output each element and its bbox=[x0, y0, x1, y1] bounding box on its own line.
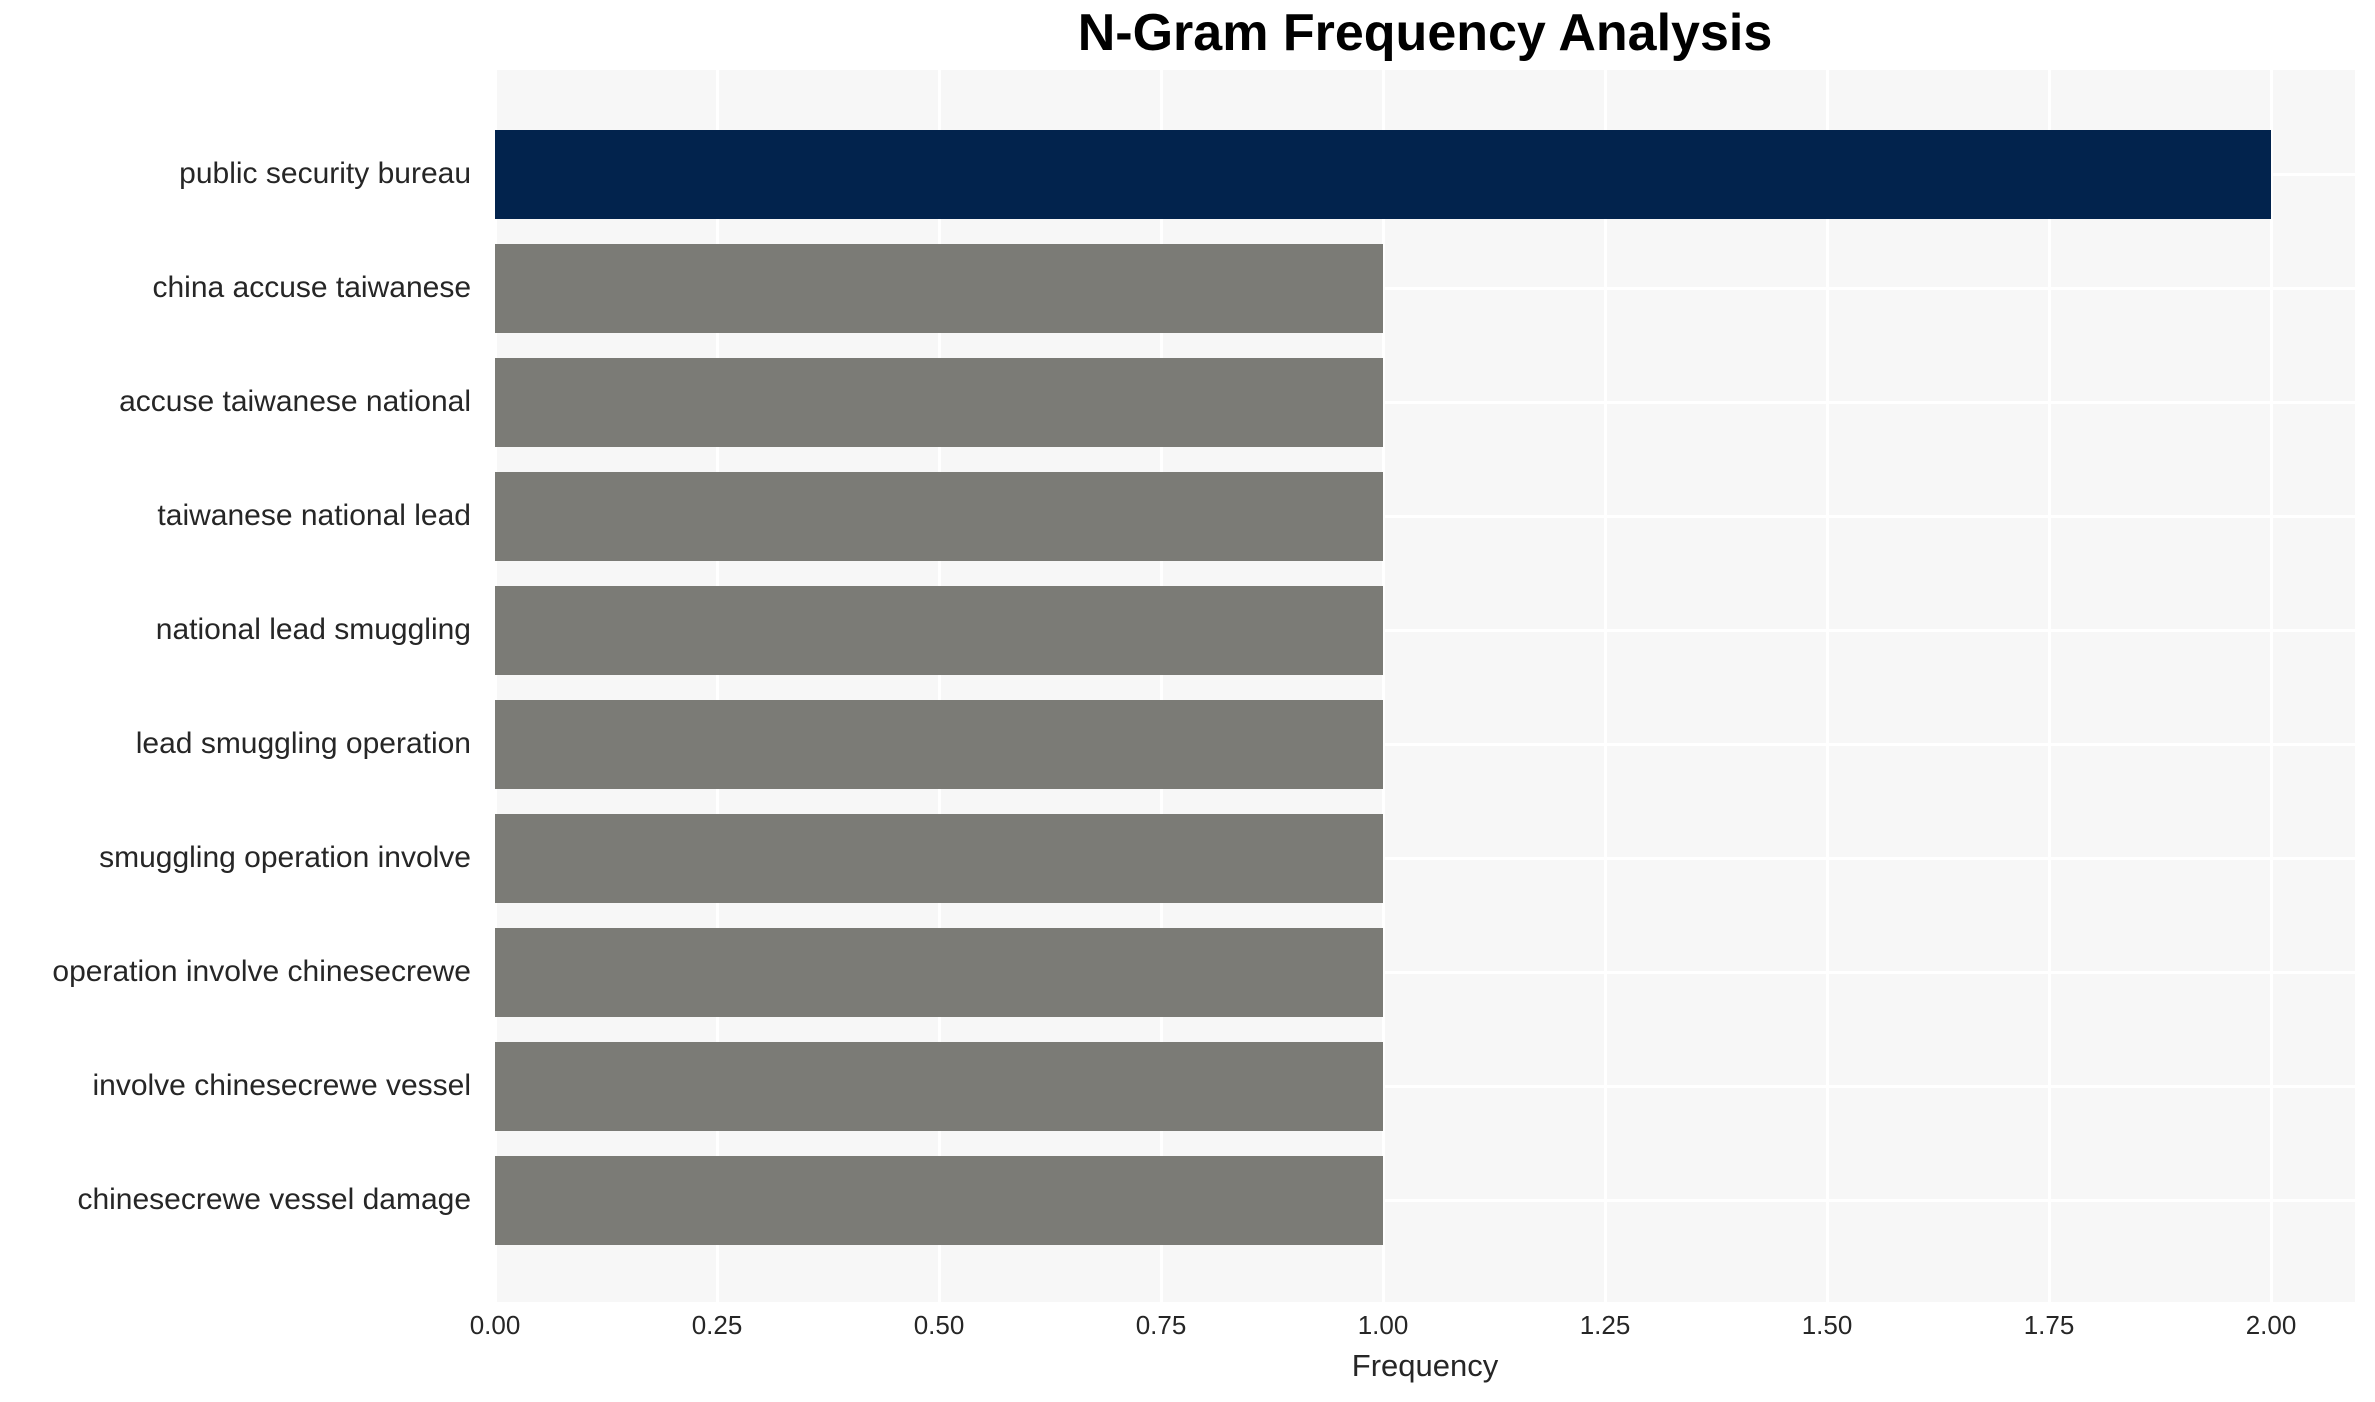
y-axis-labels: public security bureau china accuse taiwa… bbox=[0, 70, 483, 1302]
y-tick-label: chinesecrewe vessel damage bbox=[77, 1183, 471, 1216]
chart-title: N-Gram Frequency Analysis bbox=[1077, 4, 1773, 62]
y-tick-label: accuse taiwanese national bbox=[119, 385, 471, 418]
x-tick-label: 1.75 bbox=[2023, 1310, 2075, 1340]
bar-operation-involve-chinesecrewe bbox=[495, 927, 1383, 1017]
gridline-vertical bbox=[2269, 70, 2273, 1302]
bar-public-security-bureau bbox=[495, 129, 2271, 219]
bar-china-accuse-taiwanese bbox=[495, 243, 1383, 333]
y-tick-label: national lead smuggling bbox=[155, 613, 471, 646]
y-tick-label: involve chinesecrewe vessel bbox=[92, 1069, 471, 1102]
gridline-vertical bbox=[937, 70, 941, 1302]
y-tick-label: smuggling operation involve bbox=[99, 841, 471, 874]
gridline-horizontal bbox=[495, 1198, 2355, 1202]
plot-panel bbox=[495, 70, 2355, 1302]
bar-taiwanese-national-lead bbox=[495, 471, 1383, 561]
gridline-vertical bbox=[1825, 70, 1829, 1302]
gridline-horizontal bbox=[495, 856, 2355, 860]
gridline-vertical bbox=[1381, 70, 1385, 1302]
bar-smuggling-operation-involve bbox=[495, 813, 1383, 903]
bar-national-lead-smuggling bbox=[495, 585, 1383, 675]
bar-lead-smuggling-operation bbox=[495, 699, 1383, 789]
gridline-vertical bbox=[495, 70, 497, 1302]
gridline-horizontal bbox=[495, 628, 2355, 632]
y-tick-label: lead smuggling operation bbox=[135, 727, 471, 760]
x-axis-tick-labels: 0.00 0.25 0.50 0.75 1.00 1.25 1.50 1.75 2.00 bbox=[470, 1310, 2355, 1344]
x-tick-label: 1.25 bbox=[1579, 1310, 1631, 1340]
x-tick-label: 2.00 bbox=[2245, 1310, 2297, 1340]
bar-chinesecrewe-vessel-damage bbox=[495, 1155, 1383, 1245]
x-tick-label: 1.50 bbox=[1801, 1310, 1853, 1340]
x-tick-label: 0.25 bbox=[691, 1310, 743, 1340]
x-tick-label: 0.00 bbox=[469, 1310, 521, 1340]
y-tick-label: public security bureau bbox=[179, 157, 471, 190]
gridline-horizontal bbox=[495, 742, 2355, 746]
gridline-horizontal bbox=[495, 970, 2355, 974]
gridline-horizontal bbox=[495, 400, 2355, 404]
gridline-horizontal bbox=[495, 514, 2355, 518]
x-tick-label: 0.50 bbox=[913, 1310, 965, 1340]
gridline-vertical bbox=[715, 70, 719, 1302]
x-tick-label: 0.75 bbox=[1135, 1310, 1187, 1340]
gridline-horizontal bbox=[495, 286, 2355, 290]
gridline-vertical bbox=[1159, 70, 1163, 1302]
gridline-vertical bbox=[2047, 70, 2051, 1302]
bar-involve-chinesecrewe-vessel bbox=[495, 1041, 1383, 1131]
gridline-vertical bbox=[1603, 70, 1607, 1302]
x-tick-label: 1.00 bbox=[1357, 1310, 1409, 1340]
bar-accuse-taiwanese-national bbox=[495, 357, 1383, 447]
gridline-horizontal bbox=[495, 1084, 2355, 1088]
x-axis-title: Frequency bbox=[1351, 1348, 1499, 1383]
y-tick-label: china accuse taiwanese bbox=[152, 271, 471, 304]
y-tick-label: operation involve chinesecrewe bbox=[52, 955, 471, 988]
y-tick-label: taiwanese national lead bbox=[157, 499, 471, 532]
